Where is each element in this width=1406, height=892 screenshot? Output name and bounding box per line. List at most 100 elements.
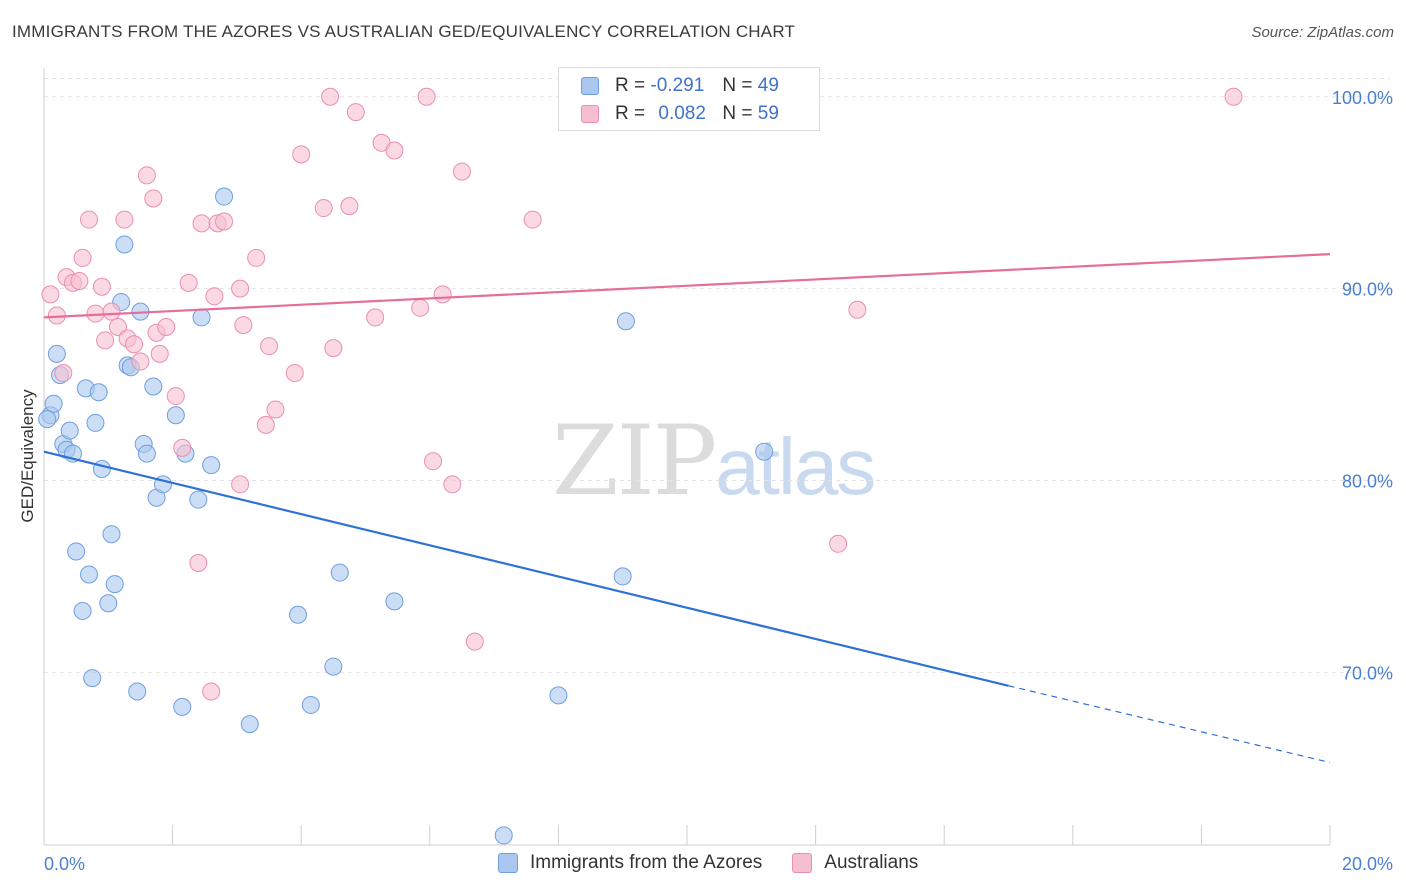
australians-point bbox=[108, 318, 127, 336]
australians-point bbox=[848, 300, 867, 319]
azores-point bbox=[89, 383, 108, 402]
australians-point bbox=[179, 273, 198, 292]
australians-point bbox=[231, 475, 250, 494]
australians-point bbox=[321, 87, 340, 106]
series-swatch-azores bbox=[498, 853, 518, 873]
chart-title: IMMIGRANTS FROM THE AZORES VS AUSTRALIAN… bbox=[12, 22, 796, 41]
azores-point bbox=[173, 697, 192, 716]
australians-point bbox=[202, 682, 221, 701]
legend-swatch-australians bbox=[581, 105, 599, 123]
australians-point bbox=[314, 199, 333, 218]
azores-point bbox=[105, 575, 124, 594]
australians-point bbox=[285, 364, 304, 383]
australians-point bbox=[189, 553, 208, 572]
australians-point bbox=[247, 248, 266, 267]
series-legend-australians[interactable]: Australians bbox=[792, 852, 918, 874]
azores-point bbox=[240, 715, 259, 734]
azores-point bbox=[44, 394, 63, 413]
australians-point bbox=[385, 141, 404, 160]
australians-point bbox=[102, 302, 121, 321]
australians-point bbox=[80, 210, 99, 229]
australians-point bbox=[92, 277, 111, 296]
legend-row-azores: R = -0.291 N = 49 bbox=[559, 72, 779, 100]
legend-n-label: N = bbox=[722, 103, 753, 124]
australians-point bbox=[54, 364, 73, 383]
australians-point bbox=[157, 318, 176, 336]
azores-point bbox=[385, 592, 404, 611]
azores-point bbox=[102, 525, 121, 544]
australians-point bbox=[192, 214, 211, 233]
azores-point bbox=[144, 377, 163, 396]
azores-point bbox=[38, 410, 57, 429]
series-name-australians: Australians bbox=[824, 852, 919, 873]
australians-point bbox=[1224, 87, 1243, 106]
azores-point bbox=[189, 490, 208, 509]
azores-point bbox=[128, 682, 147, 701]
australians-point bbox=[829, 534, 848, 553]
azores-point bbox=[137, 444, 156, 463]
australians-point bbox=[231, 279, 250, 298]
australians-point bbox=[346, 103, 365, 122]
legend-r-label: R = bbox=[615, 103, 646, 124]
australians-point bbox=[465, 632, 484, 651]
australians-point bbox=[150, 344, 169, 363]
australians-point bbox=[411, 298, 430, 317]
series-legend-azores[interactable]: Immigrants from the Azores bbox=[498, 852, 762, 874]
azores-point bbox=[613, 567, 632, 586]
azores-point bbox=[192, 308, 211, 327]
correlation-legend: R = -0.291 N = 49 R = 0.082 N = 59 bbox=[558, 67, 820, 131]
azores-point bbox=[99, 594, 118, 613]
azores-point bbox=[60, 421, 79, 440]
y-tick-label: 100.0% bbox=[1332, 88, 1393, 108]
azores-trend-line bbox=[43, 450, 1009, 687]
watermark-atlas: atlas bbox=[715, 422, 876, 511]
azores-point bbox=[47, 344, 66, 363]
australians-point bbox=[131, 352, 150, 371]
azores-point bbox=[115, 235, 134, 254]
australians-point bbox=[523, 210, 542, 229]
legend-n-value: 59 bbox=[757, 103, 779, 124]
australians-point bbox=[41, 285, 60, 304]
australians-point bbox=[324, 339, 343, 358]
australians-point bbox=[137, 166, 156, 185]
azores-point bbox=[215, 187, 234, 206]
x-tick-label: 0.0% bbox=[44, 854, 85, 874]
australians-point bbox=[340, 197, 359, 216]
australians-point bbox=[234, 316, 253, 335]
australians-point bbox=[215, 212, 234, 231]
australians-point bbox=[125, 335, 144, 354]
azores-point bbox=[324, 657, 343, 676]
azores-point bbox=[494, 826, 513, 845]
legend-r-value: -0.291 bbox=[650, 75, 705, 96]
australians-point bbox=[70, 271, 89, 290]
australians-point bbox=[424, 452, 443, 471]
azores-point bbox=[616, 312, 635, 331]
australians-point bbox=[266, 400, 285, 419]
australians-point bbox=[443, 475, 462, 494]
watermark-zip: ZIP bbox=[552, 405, 717, 517]
australians-point bbox=[366, 308, 385, 327]
australians-point bbox=[96, 331, 115, 350]
australians-point bbox=[144, 189, 163, 208]
azores-point bbox=[549, 686, 568, 705]
azores-point bbox=[755, 442, 774, 461]
azores-point bbox=[92, 459, 111, 478]
azores-trend-extension bbox=[1008, 685, 1331, 764]
legend-swatch-azores bbox=[581, 77, 599, 95]
series-legend: Immigrants from the Azores Australians bbox=[498, 852, 948, 874]
azores-point bbox=[202, 456, 221, 475]
watermark: ZIPatlas bbox=[552, 405, 876, 517]
azores-point bbox=[83, 669, 102, 688]
australians-point bbox=[256, 415, 275, 434]
azores-point bbox=[73, 601, 92, 620]
legend-n-label: N = bbox=[722, 75, 753, 96]
y-axis-title: GED/Equivalency bbox=[18, 389, 37, 523]
australians-point bbox=[260, 337, 279, 356]
australians-point bbox=[166, 387, 185, 406]
azores-point bbox=[288, 605, 307, 624]
legend-n-value: 49 bbox=[757, 75, 779, 96]
australians-trend-line bbox=[43, 252, 1331, 319]
series-name-azores: Immigrants from the Azores bbox=[530, 852, 763, 873]
australians-point bbox=[452, 162, 471, 181]
